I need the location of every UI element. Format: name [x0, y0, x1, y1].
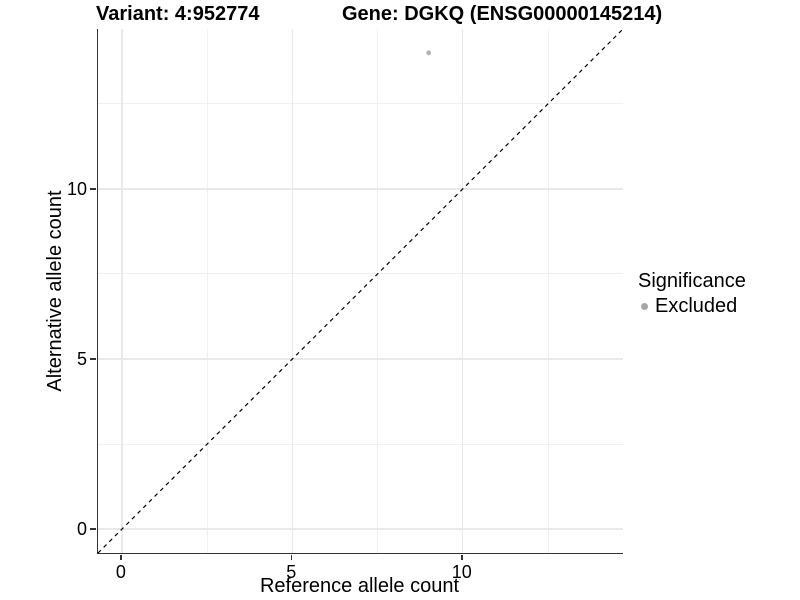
- y-tick-mark: [90, 528, 96, 530]
- y-tick-mark: [90, 188, 96, 190]
- x-minor-gridline: [206, 29, 208, 553]
- legend: Significance Excluded: [638, 269, 746, 318]
- y-minor-gridline: [98, 103, 623, 105]
- y-axis-title: Alternative allele count: [44, 190, 66, 392]
- x-tick-label: 0: [115, 562, 126, 582]
- x-minor-gridline: [547, 29, 549, 553]
- y-tick-label: 10: [66, 178, 87, 199]
- x-tick-mark: [461, 554, 463, 560]
- y-minor-gridline: [98, 443, 623, 445]
- y-tick-label: 0: [76, 519, 87, 540]
- x-minor-gridline: [377, 29, 379, 553]
- x-major-gridline: [121, 29, 123, 553]
- legend-title: Significance: [638, 270, 746, 292]
- x-tick-mark: [290, 554, 293, 560]
- x-major-gridline: [462, 29, 464, 553]
- x-major-gridline: [291, 29, 293, 553]
- plot-layer: [97, 28, 624, 554]
- x-axis-title: Reference allele count: [259, 575, 459, 597]
- y-major-gridline: [98, 528, 623, 530]
- x-tick-mark: [120, 554, 122, 560]
- legend-entry-excluded: Excluded: [638, 294, 746, 318]
- y-minor-gridline: [98, 273, 623, 275]
- plot-panel: [97, 28, 624, 554]
- plot-title-variant: Variant: 4:952774: [96, 3, 260, 25]
- x-tick-label: 10: [451, 562, 472, 582]
- y-tick-label: 5: [76, 349, 87, 370]
- y-major-gridline: [98, 188, 623, 190]
- legend-point-icon: [641, 302, 648, 310]
- legend-entry-label: Excluded: [655, 295, 738, 317]
- y-tick-mark: [90, 358, 96, 360]
- data-point: [426, 50, 432, 56]
- y-major-gridline: [98, 358, 623, 360]
- plot-title-gene: Gene: DGKQ (ENSG00000145214): [342, 3, 663, 25]
- x-tick-label: 5: [286, 562, 297, 582]
- identity-reference-line: [97, 28, 624, 554]
